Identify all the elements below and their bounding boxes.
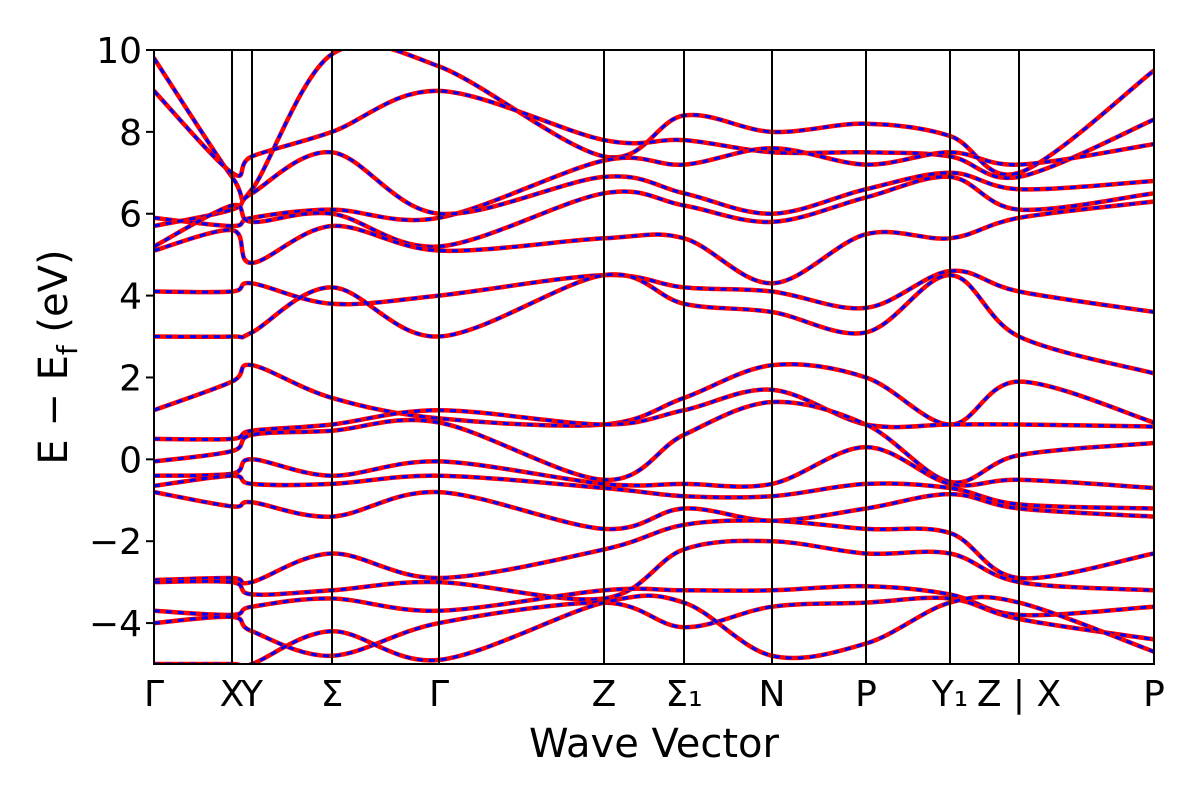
x-tick-label-9: P [855,674,877,715]
y-tick-label-5: 4 [119,277,142,318]
band-line-4-overlay [154,150,1154,228]
y-axis-title-main: E − E [31,355,77,465]
band-line-14-overlay [154,490,1154,531]
y-axis-title-sub: f [51,344,84,355]
y-tick-label-1: −4 [89,604,142,645]
x-tick-label-12: P [1143,674,1165,715]
x-axis-ticks: Γ XY Σ Γ Z Σ₁ N P Y₁ Z | X P [144,674,1165,715]
band-line-11-overlay [154,400,1154,484]
y-tick-label-7: 8 [119,113,142,154]
y-tick-label-6: 6 [119,195,142,236]
band-lines [154,50,1154,664]
high-symmetry-lines [231,50,1020,664]
x-tick-label-10: Y₁ [931,674,968,715]
x-axis-title: Wave Vector [529,721,780,767]
band-line-3-overlay [154,142,1154,228]
y-tick-label-3: 0 [119,440,142,481]
x-tick-label-8: N [759,674,786,715]
plot-frame [153,49,1155,665]
y-axis-title: E − Ef (eV) [31,249,84,464]
x-tick-label-11: Z | X [977,674,1061,715]
band-line-5-overlay [154,175,1154,249]
x-tick-label-7: Σ₁ [665,674,702,715]
band-line-19 [154,593,1154,664]
band-line-12 [154,444,1154,491]
x-tick-label-3: Y [240,674,264,715]
band-line-7-overlay [154,269,1154,314]
band-line-7 [154,268,1154,315]
x-tick-label-1: Γ [144,674,164,715]
x-tick-label-4: Σ [321,674,344,715]
band-line-10-overlay [154,388,1154,441]
y-axis-ticks: −4 −2 0 2 4 6 8 10 [89,31,154,645]
x-tick-label-2: X [220,674,245,715]
x-tick-label-6: Z [592,674,617,715]
band-line-19-overlay [154,594,1154,664]
band-line-16-overlay [154,539,1154,601]
band-line-15 [154,518,1154,586]
band-line-14 [154,489,1154,532]
y-axis-title-unit: (eV) [31,249,77,345]
band-line-18 [154,595,1154,659]
band-line-8-overlay [154,272,1154,375]
y-tick-label-2: −2 [89,522,142,563]
y-tick-label-4: 2 [119,358,142,399]
x-tick-label-5: Γ [429,674,449,715]
band-line-18-overlay [154,596,1154,658]
y-tick-label-8: 10 [96,31,142,72]
